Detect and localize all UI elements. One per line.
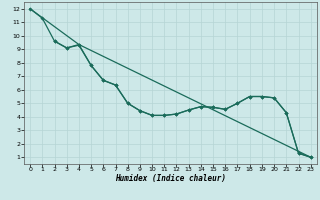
X-axis label: Humidex (Indice chaleur): Humidex (Indice chaleur) bbox=[115, 174, 226, 183]
